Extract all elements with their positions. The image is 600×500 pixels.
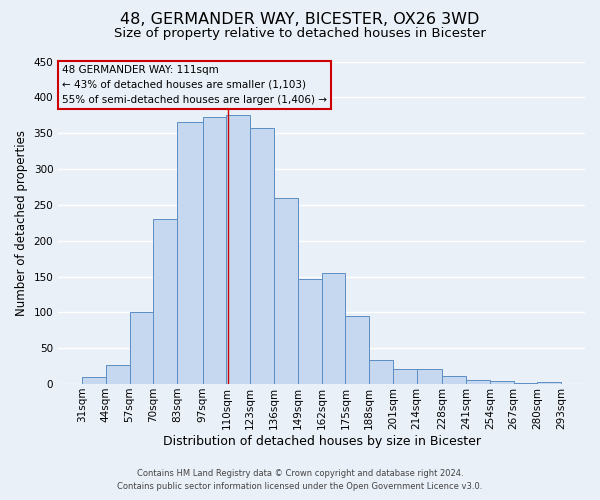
Bar bbox=[130, 312, 153, 384]
Text: Contains HM Land Registry data © Crown copyright and database right 2024.
Contai: Contains HM Land Registry data © Crown c… bbox=[118, 469, 482, 491]
Bar bbox=[177, 122, 203, 384]
X-axis label: Distribution of detached houses by size in Bicester: Distribution of detached houses by size … bbox=[163, 434, 481, 448]
Bar bbox=[417, 369, 442, 384]
Bar bbox=[346, 316, 369, 384]
Text: Size of property relative to detached houses in Bicester: Size of property relative to detached ho… bbox=[114, 28, 486, 40]
Text: 48 GERMANDER WAY: 111sqm
← 43% of detached houses are smaller (1,103)
55% of sem: 48 GERMANDER WAY: 111sqm ← 43% of detach… bbox=[62, 65, 327, 104]
Bar bbox=[490, 381, 514, 384]
Bar bbox=[203, 118, 226, 384]
Bar bbox=[466, 380, 490, 384]
Bar bbox=[82, 377, 106, 384]
Bar bbox=[442, 376, 466, 384]
Text: 48, GERMANDER WAY, BICESTER, OX26 3WD: 48, GERMANDER WAY, BICESTER, OX26 3WD bbox=[121, 12, 479, 28]
Bar bbox=[106, 364, 130, 384]
Bar bbox=[274, 198, 298, 384]
Bar bbox=[298, 278, 322, 384]
Bar bbox=[369, 360, 393, 384]
Bar bbox=[226, 116, 250, 384]
Bar bbox=[250, 128, 274, 384]
Y-axis label: Number of detached properties: Number of detached properties bbox=[15, 130, 28, 316]
Bar bbox=[322, 273, 346, 384]
Bar bbox=[538, 382, 561, 384]
Bar bbox=[393, 369, 417, 384]
Bar bbox=[153, 219, 177, 384]
